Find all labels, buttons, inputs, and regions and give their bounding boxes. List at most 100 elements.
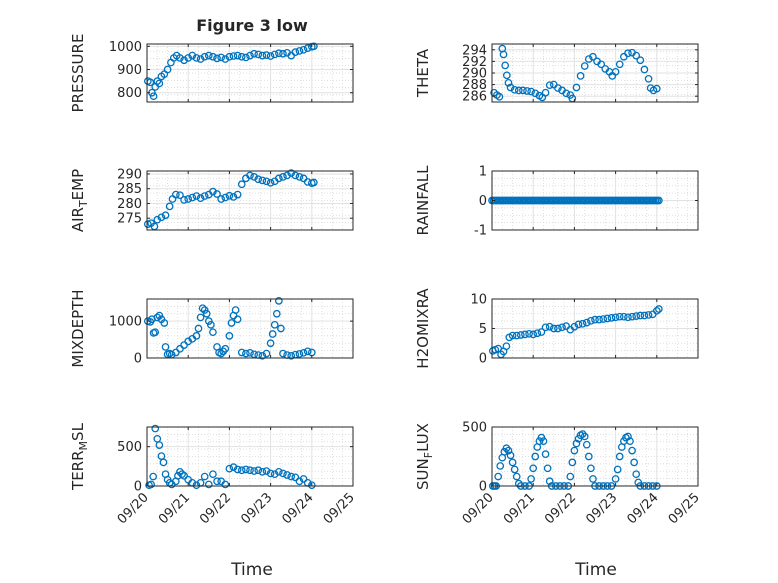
data-point <box>529 330 538 339</box>
subplot-terr_msl: 09/20 09/21 09/22 09/23 09/24 09/25 0 500 TERRMS… <box>69 422 358 527</box>
data-point <box>287 169 296 177</box>
data-point <box>225 464 234 473</box>
data-point <box>521 330 529 339</box>
data-point <box>504 79 513 87</box>
axes-box <box>146 298 354 359</box>
data-point <box>258 467 267 476</box>
data-point <box>545 477 554 486</box>
data-point <box>279 173 287 181</box>
data-point <box>274 174 283 183</box>
data-point <box>508 458 517 467</box>
data-point <box>272 309 281 318</box>
data-point <box>237 180 246 189</box>
x-tick-label: 09/25 <box>321 490 358 527</box>
y-axis-label: AIRTEMP <box>69 169 90 232</box>
y-tick-label: 285 <box>117 182 142 197</box>
data-point <box>200 306 209 314</box>
data-point <box>549 324 558 333</box>
data-point <box>192 54 201 62</box>
data-point <box>159 458 168 467</box>
data-point <box>246 466 254 475</box>
data-point <box>153 215 162 224</box>
y-tick-label: 800 <box>117 86 142 101</box>
data-point <box>221 193 230 202</box>
data-point <box>200 192 209 200</box>
data-point <box>607 314 616 322</box>
data-point <box>303 347 312 356</box>
x-tick-label: 09/25 <box>666 490 703 527</box>
data-point <box>582 318 591 327</box>
data-point <box>307 481 316 490</box>
data-point <box>554 324 562 333</box>
y-tick-label: 500 <box>117 440 142 455</box>
data-point <box>231 306 240 314</box>
data-point <box>615 452 624 461</box>
x-tick-label: 09/21 <box>501 490 538 527</box>
data-point <box>242 53 250 62</box>
data-point <box>531 452 540 461</box>
y-tick-label: 900 <box>117 63 142 78</box>
data-point <box>204 317 213 325</box>
data-point <box>525 329 533 338</box>
data-point <box>225 332 234 340</box>
y-tick-label: 290 <box>462 67 487 82</box>
data-point <box>640 311 649 320</box>
data-point <box>149 92 158 101</box>
data-point <box>246 348 254 357</box>
data-point <box>570 322 579 331</box>
data-point <box>274 467 283 476</box>
y-tick-label: 286 <box>462 90 487 105</box>
data-point <box>209 52 217 61</box>
y-tick-label: 500 <box>462 421 487 436</box>
data-point <box>611 475 620 483</box>
data-point <box>299 348 308 357</box>
data-point <box>279 49 287 58</box>
data-point <box>502 342 511 351</box>
data-point <box>213 190 221 198</box>
data-point <box>180 471 188 480</box>
y-tick-label: 292 <box>462 55 487 70</box>
data-point <box>163 65 172 74</box>
data-point <box>523 87 531 95</box>
data-point <box>161 343 170 351</box>
data-point <box>270 50 279 59</box>
data-point <box>591 315 599 324</box>
data-point <box>295 47 304 55</box>
data-point <box>237 466 246 475</box>
data-point <box>619 312 628 321</box>
data-point <box>582 440 591 449</box>
data-point <box>496 462 505 470</box>
data-point <box>519 86 527 95</box>
x-tick-label: 09/22 <box>197 490 234 527</box>
data-point <box>537 328 546 336</box>
data-point <box>636 311 645 320</box>
data-point <box>652 306 661 315</box>
data-point <box>217 349 226 358</box>
data-point <box>155 79 164 88</box>
data-point <box>310 178 318 187</box>
data-point <box>266 52 275 60</box>
y-tick-label: 275 <box>117 212 142 227</box>
data-point <box>217 195 226 203</box>
data-point <box>180 196 188 204</box>
data-point <box>630 458 638 467</box>
data-point <box>299 475 308 483</box>
data-point <box>624 313 632 322</box>
subplot-h2omixra: 0 5 10 H2OMIXRA <box>414 288 699 369</box>
data-point <box>287 351 296 360</box>
data-point <box>624 49 632 58</box>
axes-box <box>491 426 699 487</box>
data-point <box>178 470 186 479</box>
data-point <box>229 52 238 60</box>
data-point <box>192 332 201 340</box>
data-point <box>161 211 170 220</box>
x-tick-label: 09/20 <box>460 490 497 527</box>
x-tick-label: 09/21 <box>156 490 193 527</box>
data-point <box>628 446 636 455</box>
y-axis-label: RAINFALL <box>414 165 432 236</box>
